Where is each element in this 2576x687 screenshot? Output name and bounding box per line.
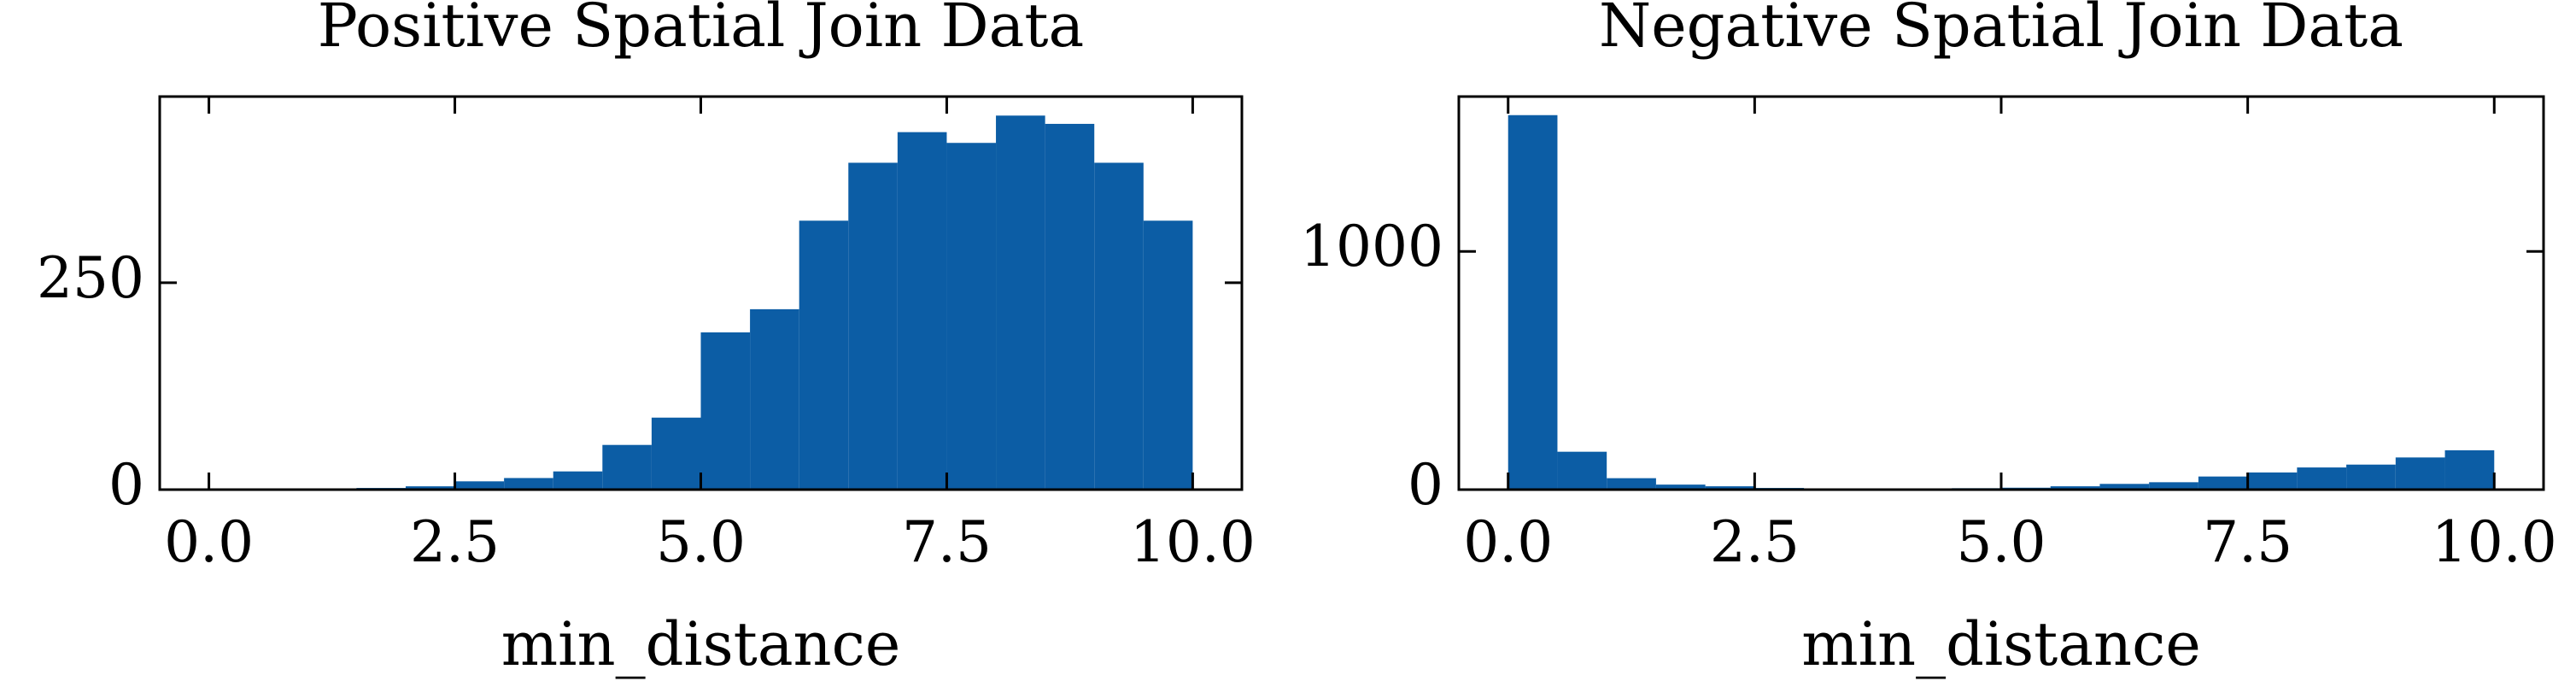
bar: [553, 471, 603, 490]
chart-title: Negative Spatial Join Data: [1599, 0, 2403, 61]
bar: [2149, 482, 2198, 490]
y-tick-label: 0: [108, 452, 144, 518]
x-tick-label: 0.0: [1463, 509, 1553, 575]
bar: [405, 486, 455, 490]
x-tick-label: 2.5: [410, 509, 500, 575]
bar: [1607, 478, 1656, 490]
axes-frame: [1457, 95, 2545, 491]
bar: [2099, 484, 2150, 490]
bar: [2247, 472, 2298, 490]
bar: [2050, 486, 2100, 490]
bar: [2346, 464, 2396, 490]
x-tick-label: 10.0: [2432, 509, 2557, 575]
x-tick-label: 5.0: [1957, 509, 2046, 575]
x-axis-label: min_distance: [1801, 609, 2201, 679]
y-tick-label: 250: [37, 245, 144, 311]
bar: [750, 308, 799, 490]
chart-title: Positive Spatial Join Data: [318, 0, 1085, 61]
x-tick-label: 7.5: [902, 509, 992, 575]
y-tick-label: 1000: [1300, 214, 1443, 279]
bar: [1045, 123, 1095, 490]
x-tick-label: 7.5: [2203, 509, 2292, 575]
bar: [1655, 484, 1706, 490]
x-tick-label: 0.0: [164, 509, 254, 575]
bar: [2198, 476, 2248, 490]
bar: [1508, 114, 1558, 490]
bar: [799, 220, 849, 490]
bar: [2395, 457, 2445, 490]
bar: [2297, 467, 2347, 490]
bar: [504, 478, 553, 490]
x-tick-label: 2.5: [1710, 509, 1800, 575]
bar: [1705, 486, 1755, 490]
bar: [1094, 162, 1144, 490]
y-tick-label: 0: [1408, 452, 1443, 518]
bar: [2444, 450, 2495, 490]
x-tick-label: 5.0: [656, 509, 746, 575]
bar: [454, 481, 505, 490]
x-axis-label: min_distance: [501, 609, 901, 679]
bar: [946, 143, 997, 490]
bar: [897, 132, 947, 490]
bar: [651, 417, 701, 490]
bar: [848, 162, 898, 490]
bar: [1557, 451, 1607, 490]
bar: [700, 332, 751, 490]
bar: [602, 444, 652, 490]
bar: [996, 115, 1045, 490]
x-tick-label: 10.0: [1130, 509, 1256, 575]
bar: [1143, 220, 1193, 490]
